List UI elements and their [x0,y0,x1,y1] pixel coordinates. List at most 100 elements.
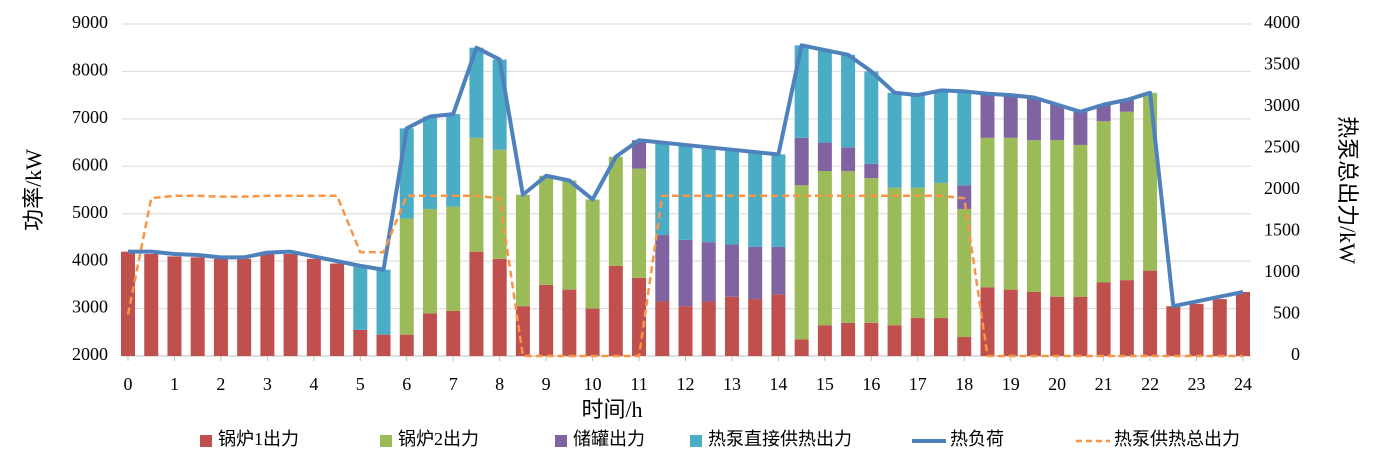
y-tick-label: 7000 [72,107,108,127]
bar-segment [585,199,600,309]
bar-segment [864,163,879,179]
bar-segment [910,318,925,356]
legend-label: 热负荷 [950,429,1004,449]
x-tick-label: 8 [495,374,504,394]
bar-segment [1119,280,1134,356]
bar-segment [957,208,972,338]
bar-segment [422,116,437,209]
legend-swatch [555,435,567,447]
bar-segment [446,310,461,356]
bar-segment [422,313,437,356]
y-axis-label: 功率/kW [21,149,46,231]
bar-segment [446,114,461,207]
bar-segment [260,254,275,356]
bar-segment [446,206,461,311]
bar-segment [817,325,832,356]
bar-segment [492,149,507,259]
bar-segment [121,251,135,356]
bar-segment [887,187,902,326]
bar-segment [399,128,414,219]
bar-segment [864,322,879,356]
bar-segment [655,301,670,356]
y-tick-label: 2000 [72,344,108,364]
bar-segment [910,95,925,188]
line [126,194,1243,358]
bar-segment [724,296,739,356]
bar-segment [306,258,321,356]
bar-segment [771,154,786,247]
bar-segment [841,54,856,148]
bar-segment [980,287,995,356]
y2-tick-label: 3500 [1264,54,1300,74]
bar-segment [167,256,182,356]
bar-segment [237,258,252,356]
bar-segment [1026,291,1041,356]
bar-segment [1003,289,1018,356]
bar-segment [841,147,856,172]
bar-segment [1096,121,1111,283]
bar-segment [1073,144,1088,297]
legend-label: 热泵直接供热出力 [708,429,852,449]
bar-segment [353,265,368,330]
bar-segment [1212,299,1227,356]
bar-segment [1119,99,1134,112]
bar-segment [632,140,647,169]
x-tick-label: 10 [584,374,602,394]
bar-segment [724,244,739,297]
bar-segment [724,149,739,245]
legend-swatch [690,435,702,447]
bar-segment [562,289,577,356]
legend-label: 热泵供热总出力 [1114,429,1240,449]
bar-segment [655,235,670,302]
bar-segment [701,242,716,302]
bar-segment [957,92,972,186]
legend-swatch [380,435,392,447]
y-tick-label: 5000 [72,202,108,222]
bar-segment [515,194,530,307]
bar-segment [144,254,159,356]
bar-segment [841,171,856,323]
x-tick-label: 3 [263,374,272,394]
bar-segment [1026,140,1041,292]
bar-segment [1073,111,1088,145]
y2-tick-label: 2000 [1264,178,1300,198]
bar-segment [1003,137,1018,290]
bar-segment [608,265,623,356]
x-tick-label: 21 [1095,374,1113,394]
bar-segment [469,251,484,356]
y2-tick-label: 1000 [1264,261,1300,281]
bar-segment [1143,270,1158,356]
bar-segment [1073,296,1088,356]
x-tick-label: 7 [449,374,458,394]
bar-segment [957,337,972,356]
line [128,43,1244,309]
bar-segment [190,257,205,356]
y2-tick-label: 1500 [1264,220,1300,240]
bar-segment [1026,97,1041,141]
x-tick-label: 17 [909,374,927,394]
bar-segment [980,93,995,138]
x-tick-label: 24 [1234,374,1252,394]
bar-segment [515,306,530,356]
bar-segment [539,175,554,285]
legend-label: 锅炉1出力 [218,429,299,449]
bar-segment [1119,111,1134,281]
x-tick-label: 4 [309,374,318,394]
bar-segment [934,318,949,356]
x-tick-label: 19 [1002,374,1020,394]
bar-segment [934,90,949,183]
bar-segment [841,322,856,356]
legend-label: 锅炉2出力 [398,429,479,449]
x-tick-label: 2 [216,374,225,394]
bar-segment [1096,104,1111,122]
y2-axis-label: 热泵总出力/kW [1335,116,1360,264]
y-tick-label: 3000 [72,297,108,317]
x-tick-label: 5 [356,374,365,394]
bar-segment [632,168,647,278]
x-tick-label: 18 [955,374,973,394]
bar-segment [817,171,832,326]
x-tick-label: 11 [630,374,647,394]
y-tick-label: 9000 [72,12,108,32]
bar-segment [678,306,693,356]
bar-segment [748,152,763,247]
